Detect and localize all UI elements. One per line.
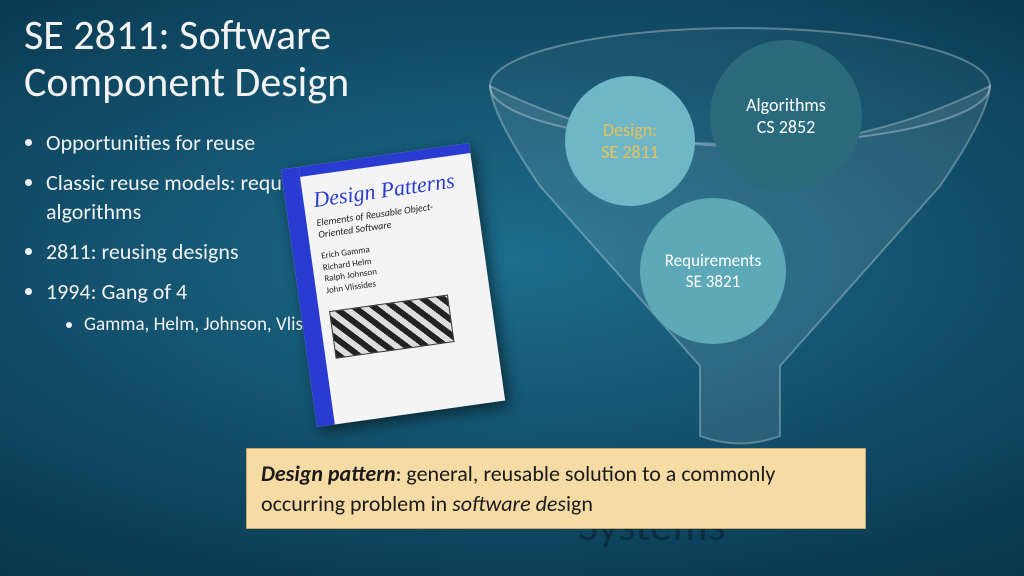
circle-label: Algorithms xyxy=(746,94,826,117)
definition-tail: ign xyxy=(566,490,593,517)
circle-label: SE 3821 xyxy=(686,271,740,292)
circle-label: Requirements xyxy=(665,250,761,271)
circle-label: Design: xyxy=(603,119,657,142)
book-graphic xyxy=(329,294,455,358)
circle-label: SE 2811 xyxy=(601,141,659,164)
circle-algorithms: Algorithms CS 2852 xyxy=(710,40,862,192)
bullet-item: Opportunities for reuse xyxy=(46,128,384,158)
circle-requirements: Requirements SE 3821 xyxy=(640,198,786,344)
bullet-text: 1994: Gang of 4 xyxy=(46,278,187,305)
definition-box: Design pattern: general, reusable soluti… xyxy=(246,448,866,529)
definition-italic: software des xyxy=(452,490,566,517)
book-front: Design Patterns Elements of Reusable Obj… xyxy=(299,143,506,424)
book-cover: Design Patterns Elements of Reusable Obj… xyxy=(281,143,505,427)
circle-label: CS 2852 xyxy=(757,116,815,139)
definition-term: Design pattern xyxy=(261,460,396,487)
book-authors: Erich Gamma Richard Helm Ralph Johnson J… xyxy=(321,230,478,297)
slide-title: SE 2811: Software Component Design xyxy=(24,12,484,106)
circle-design: Design: SE 2811 xyxy=(565,76,695,206)
